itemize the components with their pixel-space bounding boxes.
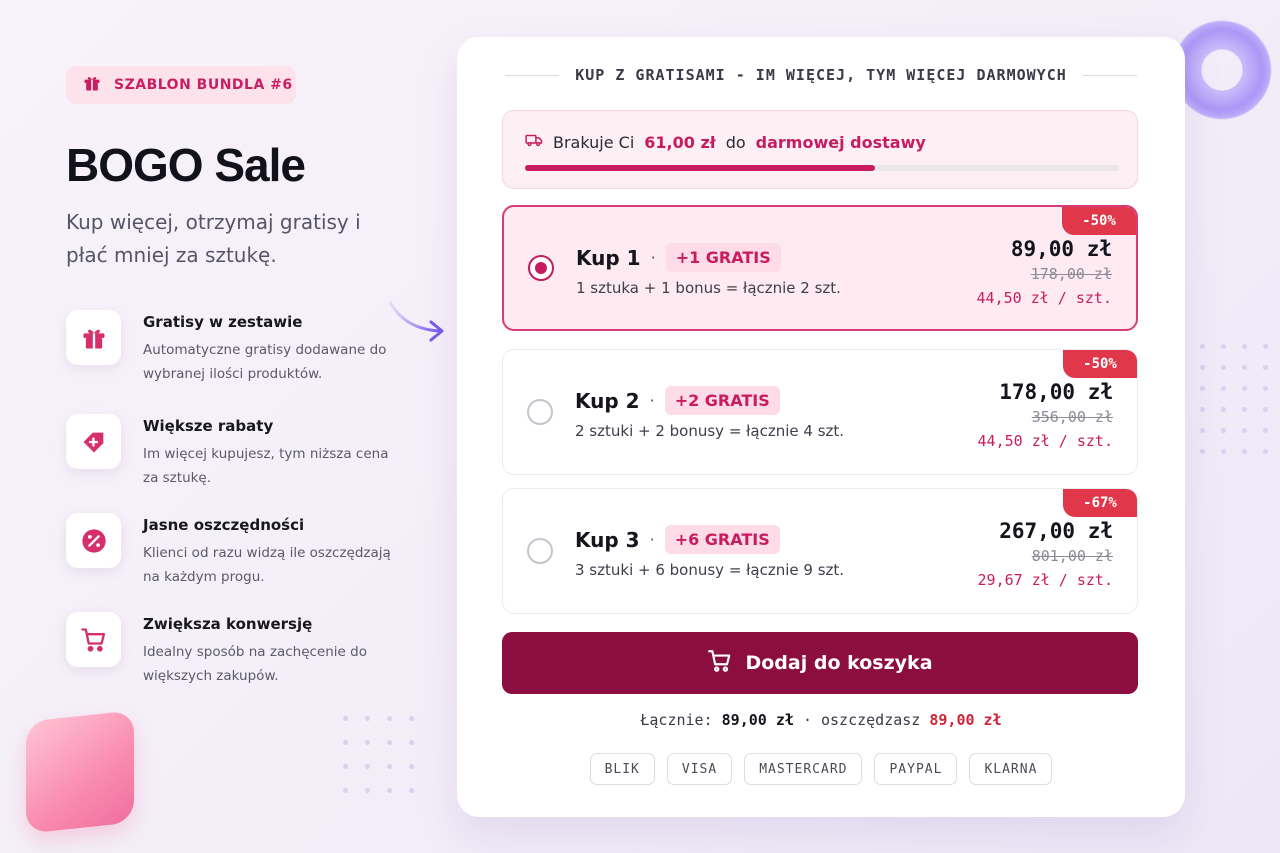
option-price: 267,00 zł 801,00 zł 29,67 zł / szt. xyxy=(978,519,1113,589)
feature-item: Większe rabaty Im więcej kupujesz, tym n… xyxy=(66,412,406,492)
discount-badge: -50% xyxy=(1062,207,1136,235)
option-title: Kup 1 · +1 GRATIS xyxy=(576,243,781,272)
gift-icon xyxy=(66,310,121,365)
shipping-middle: do xyxy=(725,132,746,152)
payment-methods: BLIK VISA MASTERCARD PAYPAL KLARNA xyxy=(457,753,1185,785)
shipping-amount: 61,00 zł xyxy=(644,132,716,152)
option-description: 2 sztuki + 2 bonusy = łącznie 4 szt. xyxy=(575,422,845,440)
dot-grid-decoration xyxy=(1200,344,1268,454)
discount-badge: -67% xyxy=(1063,489,1137,517)
badge-label: SZABLON BUNDLA #6 xyxy=(114,77,293,93)
current-price: 267,00 zł xyxy=(999,519,1113,543)
payment-klarna: KLARNA xyxy=(969,753,1053,785)
current-price: 89,00 zł xyxy=(1010,237,1112,261)
shipping-target: darmowej dostawy xyxy=(755,132,926,152)
card-header-text: KUP Z GRATISAMI - IM WIĘCEJ, TYM WIĘCEJ … xyxy=(575,66,1067,84)
separator: · xyxy=(650,248,656,267)
feature-item: Jasne oszczędności Klienci od razu widzą… xyxy=(66,511,406,591)
donut-decoration xyxy=(1172,14,1272,126)
unit-price: 44,50 zł / szt. xyxy=(977,432,1113,450)
option-description: 1 sztuka + 1 bonus = łącznie 2 szt. xyxy=(576,279,841,297)
feature-item: Gratisy w zestawie Automatyczne gratisy … xyxy=(66,308,406,388)
discount-badge: -50% xyxy=(1063,350,1137,378)
bundle-option-3[interactable]: -67% Kup 3 · +6 GRATIS 3 sztuki + 6 bonu… xyxy=(502,488,1138,614)
option-title: Kup 3 · +6 GRATIS xyxy=(575,525,780,554)
tag-plus-icon xyxy=(66,414,121,469)
shipping-progress xyxy=(525,165,1119,171)
old-price: 801,00 zł xyxy=(1031,547,1113,565)
feature-title: Większe rabaty xyxy=(143,417,274,435)
arrow-icon xyxy=(388,300,444,342)
option-quantity: Kup 2 xyxy=(575,388,640,413)
separator: · xyxy=(649,530,655,549)
unit-price: 29,67 zł / szt. xyxy=(977,571,1113,589)
feature-title: Gratisy w zestawie xyxy=(143,313,303,331)
old-price: 178,00 zł xyxy=(1030,265,1112,283)
current-price: 178,00 zł xyxy=(999,380,1113,404)
savings-value: 89,00 zł xyxy=(929,711,1002,729)
card-header: KUP Z GRATISAMI - IM WIĘCEJ, TYM WIĘCEJ … xyxy=(505,65,1138,85)
option-quantity: Kup 3 xyxy=(575,527,640,552)
free-shipping-bar: Brakuje Ci 61,00 zł do darmowej dostawy xyxy=(502,110,1138,189)
feature-desc: Im więcej kupujesz, tym niższa cena za s… xyxy=(143,446,389,486)
dot-grid-decoration xyxy=(343,716,414,793)
payment-paypal: PAYPAL xyxy=(874,753,958,785)
radio-unselected[interactable] xyxy=(527,538,553,564)
bundle-card: KUP Z GRATISAMI - IM WIĘCEJ, TYM WIĘCEJ … xyxy=(457,37,1185,817)
radio-selected[interactable] xyxy=(528,255,554,281)
radio-unselected[interactable] xyxy=(527,399,553,425)
separator: · xyxy=(649,391,655,410)
template-badge: SZABLON BUNDLA #6 xyxy=(66,66,296,104)
option-quantity: Kup 1 xyxy=(576,245,641,270)
option-title: Kup 2 · +2 GRATIS xyxy=(575,386,780,415)
payment-visa: VISA xyxy=(666,753,733,785)
shipping-message: Brakuje Ci 61,00 zł do darmowej dostawy xyxy=(525,131,926,153)
divider xyxy=(505,74,560,76)
feature-title: Zwiększa konwersję xyxy=(143,615,313,633)
option-description: 3 sztuki + 6 bonusy = łącznie 9 szt. xyxy=(575,561,845,579)
cart-icon xyxy=(66,612,121,667)
bundle-option-2[interactable]: -50% Kup 2 · +2 GRATIS 2 sztuki + 2 bonu… xyxy=(502,349,1138,475)
unit-price: 44,50 zł / szt. xyxy=(976,289,1112,307)
gratis-badge: +6 GRATIS xyxy=(664,525,780,554)
shipping-progress-fill xyxy=(525,165,876,171)
page-subtitle: Kup więcej, otrzymaj gratisy i płać mnie… xyxy=(66,210,361,267)
payment-blik: BLIK xyxy=(589,753,655,785)
add-to-cart-label: Dodaj do koszyka xyxy=(745,652,933,674)
feature-desc: Klienci od razu widzą ile oszczędzają na… xyxy=(143,545,391,585)
shipping-prefix: Brakuje Ci xyxy=(553,132,635,152)
payment-mastercard: MASTERCARD xyxy=(744,753,863,785)
gratis-badge: +1 GRATIS xyxy=(665,243,781,272)
feature-desc: Idealny sposób na zachęcenie do większyc… xyxy=(143,644,367,684)
total-value: 89,00 zł xyxy=(721,711,794,729)
total-label: Łącznie: xyxy=(640,711,713,729)
gift-icon xyxy=(82,73,102,97)
divider xyxy=(1082,74,1138,76)
add-to-cart-button[interactable]: Dodaj do koszyka xyxy=(502,632,1138,694)
gratis-badge: +2 GRATIS xyxy=(664,386,780,415)
bundle-option-1[interactable]: -50% Kup 1 · +1 GRATIS 1 sztuka + 1 bonu… xyxy=(502,205,1138,331)
cart-icon xyxy=(707,648,733,679)
feature-item: Zwiększa konwersję Idealny sposób na zac… xyxy=(66,610,406,690)
page-title: BOGO Sale xyxy=(66,139,306,191)
option-price: 178,00 zł 356,00 zł 44,50 zł / szt. xyxy=(978,380,1113,450)
truck-icon xyxy=(525,131,543,153)
old-price: 356,00 zł xyxy=(1031,408,1113,426)
cube-decoration xyxy=(26,710,134,834)
order-summary: Łącznie: 89,00 zł · oszczędzasz 89,00 zł xyxy=(457,711,1185,729)
feature-desc: Automatyczne gratisy dodawane do wybrane… xyxy=(143,342,387,382)
savings-label: · oszczędzasz xyxy=(802,711,921,729)
feature-title: Jasne oszczędności xyxy=(143,516,305,534)
percent-icon xyxy=(66,513,121,568)
option-price: 89,00 zł 178,00 zł 44,50 zł / szt. xyxy=(977,237,1112,307)
